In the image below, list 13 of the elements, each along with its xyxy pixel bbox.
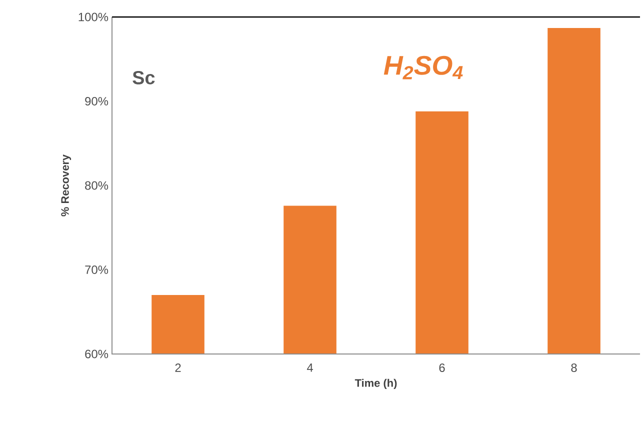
y-tick-label: 90% <box>85 97 108 106</box>
annotation: Sc <box>132 70 155 84</box>
x-tick-label: 6 <box>439 364 445 372</box>
x-tick-label: 8 <box>571 364 577 372</box>
x-tick-label: 2 <box>175 364 181 372</box>
x-axis-title: Time (h) <box>354 378 397 390</box>
y-tick-label: 70% <box>85 266 108 274</box>
x-tick-label: 4 <box>306 364 313 372</box>
annotation: H$_{2}$SO$_{4}$ <box>384 56 463 80</box>
y-tick-label: 80% <box>85 181 108 190</box>
y-tick-label: 100% <box>78 12 108 22</box>
y-axis-title: % Recovery <box>61 154 72 216</box>
y-tick-label: 60% <box>85 350 108 358</box>
